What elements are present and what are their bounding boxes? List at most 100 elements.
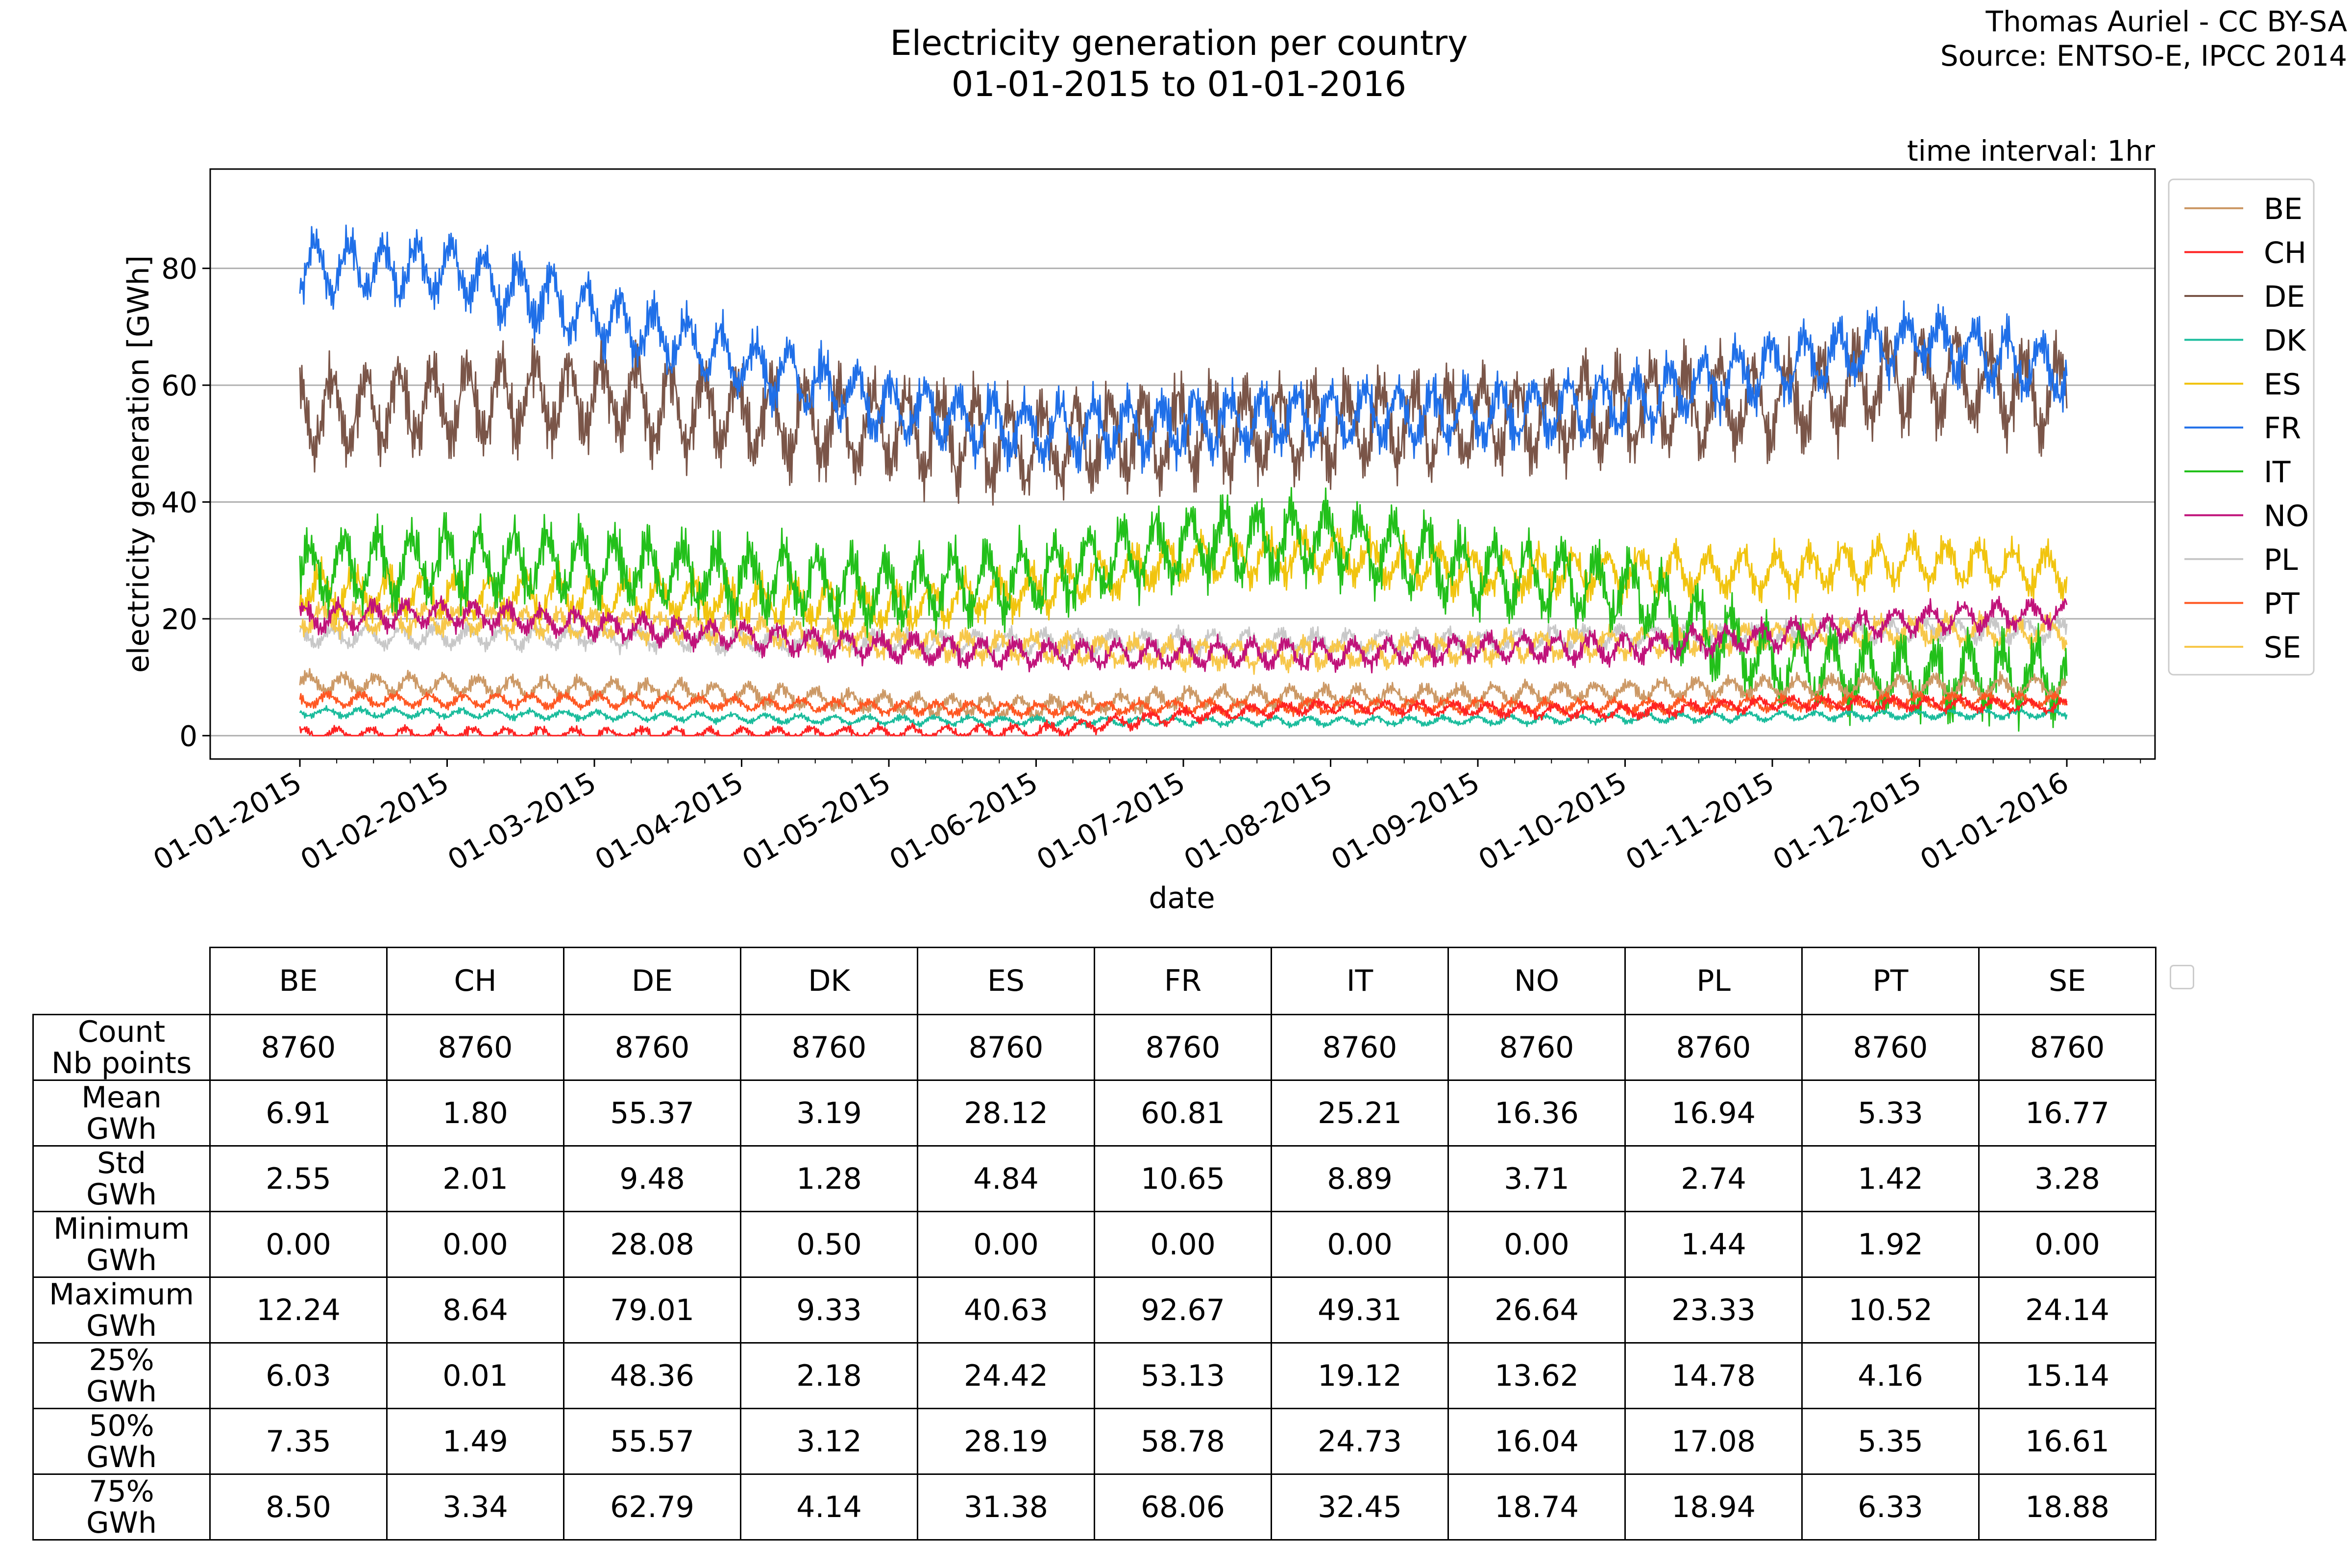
stats-cell: 8760	[917, 1014, 1095, 1081]
stats-cell: 24.42	[917, 1342, 1095, 1409]
stats-cell: 1.80	[386, 1079, 564, 1147]
legend-label-pt: PT	[2264, 587, 2300, 621]
stats-cell: 55.37	[563, 1079, 741, 1147]
stats-cell: 0.01	[386, 1342, 564, 1409]
y-tick-label: 60	[161, 369, 197, 402]
x-axis-label: date	[1149, 881, 1215, 915]
legend: BE CH DE DK ES FR IT NO PL PT SE	[2168, 178, 2315, 676]
stats-cell: 19.12	[1271, 1342, 1449, 1409]
stats-cell: 8.64	[386, 1276, 564, 1344]
credit-source: Source: ENTSO-E, IPCC 2014	[1940, 39, 2347, 73]
y-axis: 0 20 40 60 80	[161, 252, 210, 753]
stats-row-label-line: 50%	[89, 1408, 154, 1443]
stats-cell: 4.84	[917, 1145, 1095, 1212]
legend-label-ch: CH	[2264, 236, 2306, 270]
time-interval-annotation: time interval: 1hr	[1907, 134, 2155, 168]
stats-cell: 2.55	[209, 1145, 388, 1212]
stats-cell: 2.01	[386, 1145, 564, 1212]
credit-author: Thomas Auriel - CC BY-SA	[1985, 5, 2348, 38]
stats-col-header: ES	[917, 947, 1095, 1015]
stats-row-label-line: GWh	[86, 1374, 157, 1409]
series-line-se	[299, 601, 2068, 675]
stats-col-header: DE	[563, 947, 741, 1015]
y-tick-label: 0	[179, 719, 197, 753]
x-tick-label: 01-01-2015	[147, 765, 307, 877]
stats-row-label-line: 75%	[89, 1474, 154, 1509]
stats-row-label-line: GWh	[86, 1505, 157, 1540]
stats-cell: 23.33	[1624, 1276, 1803, 1344]
stats-cell: 8760	[563, 1014, 741, 1081]
series-line-fr	[299, 224, 2068, 474]
stats-row-label-line: GWh	[86, 1177, 157, 1212]
stats-cell: 8.50	[209, 1473, 388, 1541]
x-tick-label: 01-06-2015	[884, 765, 1044, 877]
stats-cell: 1.92	[1801, 1211, 1980, 1278]
stats-cell: 68.06	[1094, 1473, 1272, 1541]
stats-cell: 2.18	[740, 1342, 918, 1409]
stats-cell: 17.08	[1624, 1408, 1803, 1475]
stats-cell: 6.91	[209, 1079, 388, 1147]
stats-col-header: CH	[386, 947, 564, 1015]
stats-cell: 12.24	[209, 1276, 388, 1344]
stats-col-header: PL	[1624, 947, 1803, 1015]
stats-cell: 48.36	[563, 1342, 741, 1409]
series-line-de	[299, 326, 2068, 506]
legend-label-no: NO	[2264, 499, 2309, 534]
stats-table: BE CH DE DK ES FR IT NO PL PT SE Count Nb points 876…	[32, 947, 2156, 1541]
stats-cell: 92.67	[1094, 1276, 1272, 1344]
stats-cell: 0.00	[1978, 1211, 2156, 1278]
stats-cell: 18.88	[1978, 1473, 2156, 1541]
stats-cell: 8760	[1978, 1014, 2156, 1081]
chart-title: Electricity generation per country	[890, 23, 1468, 63]
series-line-ch	[299, 693, 2068, 736]
legend-label-se: SE	[2264, 631, 2301, 665]
stats-cell: 79.01	[563, 1276, 741, 1344]
stats-cell: 24.73	[1271, 1408, 1449, 1475]
stats-body: Count Nb points 8760 8760 8760 8760 8760 8760 87…	[32, 1014, 2156, 1541]
stats-cell: 4.16	[1801, 1342, 1980, 1409]
stats-col-header: NO	[1447, 947, 1626, 1015]
stats-cell: 15.14	[1978, 1342, 2156, 1409]
stats-cell: 1.28	[740, 1145, 918, 1212]
stats-cell: 9.48	[563, 1145, 741, 1212]
stats-row-label-line: Nb points	[51, 1046, 192, 1080]
x-axis: 01-01-201501-02-201501-03-201501-04-2015…	[147, 759, 2141, 877]
stats-cell: 0.00	[1447, 1211, 1626, 1278]
stats-cell: 16.61	[1978, 1408, 2156, 1475]
stats-cell: 8760	[740, 1014, 918, 1081]
stats-cell: 55.57	[563, 1408, 741, 1475]
stats-cell: 49.31	[1271, 1276, 1449, 1344]
stats-row-label-line: GWh	[86, 1111, 157, 1146]
series-line-dk	[299, 705, 2068, 729]
stats-cell: 25.21	[1271, 1079, 1449, 1147]
legend-label-dk: DK	[2264, 324, 2306, 358]
stats-cell: 62.79	[563, 1473, 741, 1541]
stats-cell: 6.33	[1801, 1473, 1980, 1541]
stats-cell: 32.45	[1271, 1473, 1449, 1541]
stats-cell: 16.77	[1978, 1079, 2156, 1147]
x-tick-label: 01-02-2015	[295, 765, 455, 877]
stats-cell: 10.52	[1801, 1276, 1980, 1344]
stats-row: Minimum GWh 0.00 0.00 28.08 0.50 0.00 0.00 0.00 0…	[32, 1211, 2156, 1278]
stats-row-label-line: GWh	[86, 1243, 157, 1277]
stats-cell: 18.74	[1447, 1473, 1626, 1541]
stats-cell: 0.00	[1271, 1211, 1449, 1278]
stats-cell: 16.94	[1624, 1079, 1803, 1147]
stats-row: 50% GWh 7.35 1.49 55.57 3.12 28.19 58.78 24.73 16…	[32, 1408, 2156, 1475]
stats-row-header: Maximum GWh	[32, 1276, 211, 1344]
stats-cell: 2.74	[1624, 1145, 1803, 1212]
stats-cell: 5.33	[1801, 1079, 1980, 1147]
stats-cell: 8.89	[1271, 1145, 1449, 1212]
legend-label-it: IT	[2264, 455, 2291, 490]
stats-row-label-line: Std	[97, 1146, 146, 1180]
stats-row-header: Std GWh	[32, 1145, 211, 1212]
stats-cell: 9.33	[740, 1276, 918, 1344]
stats-row-header: Mean GWh	[32, 1079, 211, 1147]
y-tick-label: 40	[161, 486, 197, 519]
y-tick-label: 80	[161, 252, 197, 286]
stats-cell: 40.63	[917, 1276, 1095, 1344]
x-tick-label: 01-12-2015	[1767, 765, 1927, 877]
stats-row-label-line: Minimum	[53, 1211, 190, 1246]
stats-col-header: PT	[1801, 947, 1980, 1015]
